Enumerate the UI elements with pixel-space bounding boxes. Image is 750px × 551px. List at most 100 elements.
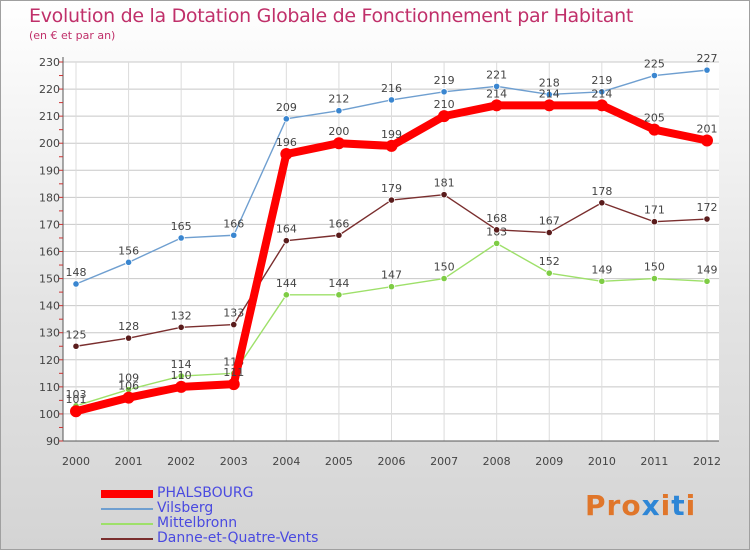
data-label: 147 [381,269,402,282]
data-point [124,258,133,266]
data-point [175,380,188,393]
data-label: 212 [328,93,349,106]
legend-swatch [101,508,153,510]
data-point [282,237,290,245]
data-label: 110 [171,369,192,382]
y-tick-label: 100 [39,408,60,421]
legend-swatch [101,523,153,525]
data-label: 144 [276,277,297,290]
data-label: 221 [486,68,507,81]
data-label: 152 [539,255,560,268]
chart-title: Evolution de la Dotation Globale de Fonc… [29,5,634,27]
data-point [493,239,501,247]
data-label: 214 [486,87,507,100]
data-label: 181 [434,177,455,190]
data-point [650,71,659,80]
y-tick-label: 210 [39,110,60,123]
data-point [72,342,80,350]
data-label: 133 [223,307,244,320]
data-label: 149 [697,263,718,276]
data-point [335,291,343,299]
data-point [177,323,185,331]
y-tick-label: 180 [39,191,60,204]
series-vilsberg: 148 156 165 166 209 212 216 219 221 218 219 225 227 [66,52,718,288]
data-label: 214 [539,87,560,100]
data-point [70,405,82,418]
data-point [650,218,659,226]
data-point [545,269,553,277]
y-tick-label: 200 [39,137,60,150]
data-label: 216 [381,82,402,95]
data-point [545,228,553,237]
x-tick-label: 2006 [378,455,406,468]
y-tick-label: 90 [46,435,60,448]
data-point [280,148,293,161]
logo-letter: o [621,489,642,522]
legend-item: Danne-et-Quatre-Vents [101,530,401,547]
y-tick-label: 190 [39,164,60,177]
legend-label: Mittelbronn [157,515,238,531]
x-tick-label: 2010 [588,455,616,468]
x-tick-label: 2012 [693,455,721,468]
data-point [493,226,501,234]
data-point [282,291,290,299]
data-point [335,231,343,239]
data-point [387,196,396,204]
data-point [335,107,343,115]
chart-subtitle: (en € et par an) [29,29,116,42]
data-label: 225 [644,58,665,71]
y-tick-label: 120 [39,354,60,367]
data-point [490,99,503,112]
data-point [385,139,398,152]
legend-item: Vilsberg [101,501,401,517]
data-label: 165 [171,220,192,233]
data-label: 227 [697,52,718,65]
y-tick-label: 130 [39,327,60,340]
data-label: 132 [171,309,192,322]
logo-letter: i [685,489,697,522]
data-label: 128 [118,320,139,333]
series-danne-et-quatre-vents: 125 128 132 133 164 166 179 181 168 167 178 171 172 [66,177,718,350]
x-tick-label: 2003 [220,455,248,468]
data-label: 205 [644,112,665,125]
data-point [230,320,238,329]
series-mittelbronn: 103109114115144144147150163152149150149 [66,225,718,410]
data-label: 166 [223,217,244,230]
data-label: 164 [276,223,297,236]
data-point [493,82,501,90]
y-tick-label: 160 [39,246,60,259]
x-tick-label: 2000 [62,455,90,468]
x-tick-label: 2008 [483,455,511,468]
data-point [545,90,553,99]
data-label: 199 [381,128,402,141]
data-label: 166 [328,217,349,230]
data-point [440,191,448,199]
logo-letter: t [671,489,686,522]
data-label: 196 [276,136,297,149]
legend-item: Mittelbronn [101,515,401,532]
data-point [227,378,240,391]
data-label: 172 [697,201,718,214]
legend-item: PHALSBOURG [101,486,401,502]
data-point [124,334,133,342]
data-label: 103 [66,388,87,401]
data-label: 111 [223,366,244,379]
data-label: 125 [66,328,87,341]
data-label: 101 [66,393,87,406]
data-label: 179 [381,182,402,195]
data-point [703,215,711,223]
data-label: 109 [118,372,139,385]
data-point [440,88,448,96]
data-point [230,231,238,239]
data-point [440,274,448,283]
data-label: 150 [434,261,455,274]
data-point [387,96,396,104]
x-tick-label: 2009 [535,455,563,468]
data-label: 150 [644,261,665,274]
data-point [122,391,135,404]
series-phalsbourg: 101 106 110 111 196 200 199 210 214 214 214 205 201 [66,87,718,418]
data-point [703,66,711,74]
logo-letter: r [606,489,622,522]
legend-label: Danne-et-Quatre-Vents [157,530,319,546]
